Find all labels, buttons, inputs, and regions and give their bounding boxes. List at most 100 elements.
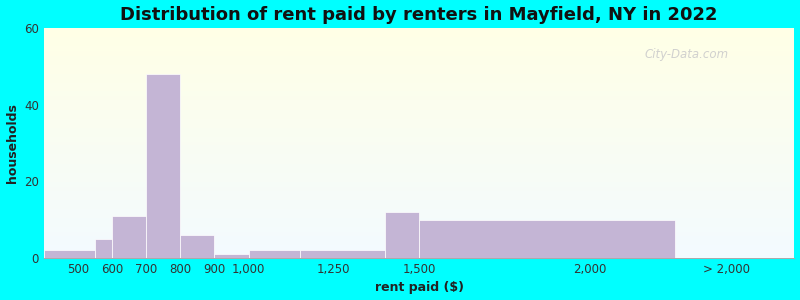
Bar: [44, 202, 794, 203]
Bar: [44, 64, 794, 65]
Bar: [44, 238, 794, 240]
Bar: [44, 206, 794, 207]
Bar: [44, 136, 794, 137]
Bar: [44, 195, 794, 196]
Bar: [44, 160, 794, 161]
Bar: [44, 225, 794, 226]
Bar: [44, 36, 794, 37]
Bar: [44, 161, 794, 163]
Bar: [44, 241, 794, 242]
Bar: [44, 164, 794, 165]
Bar: [44, 115, 794, 116]
Bar: [44, 243, 794, 244]
Bar: [44, 184, 794, 185]
Bar: [44, 62, 794, 64]
Bar: [44, 124, 794, 126]
Bar: [44, 28, 794, 29]
Bar: [44, 44, 794, 45]
Bar: [44, 144, 794, 145]
Bar: [44, 83, 794, 84]
Bar: [44, 190, 794, 191]
Bar: [44, 135, 794, 136]
Bar: [44, 107, 794, 108]
Bar: [44, 98, 794, 99]
Bar: [44, 97, 794, 98]
X-axis label: rent paid ($): rent paid ($): [374, 281, 464, 294]
Bar: [44, 73, 794, 74]
Bar: [44, 208, 794, 210]
Bar: [44, 103, 794, 104]
Bar: [44, 218, 794, 219]
Text: City-Data.com: City-Data.com: [644, 48, 729, 61]
Bar: [44, 143, 794, 144]
Bar: [44, 134, 794, 135]
Bar: [44, 217, 794, 218]
Bar: [44, 176, 794, 178]
Bar: [44, 58, 794, 59]
Bar: [44, 118, 794, 119]
Bar: [44, 85, 794, 87]
Bar: [44, 32, 794, 34]
Bar: [44, 213, 794, 214]
Bar: [44, 106, 794, 107]
Bar: [44, 236, 794, 237]
Bar: [44, 75, 794, 76]
Bar: [44, 182, 794, 183]
Bar: [44, 105, 794, 106]
Bar: [44, 142, 794, 143]
Bar: [44, 37, 794, 38]
Bar: [300, 250, 385, 258]
Bar: [44, 38, 794, 39]
Bar: [44, 57, 794, 58]
Bar: [44, 123, 794, 124]
Bar: [44, 91, 794, 92]
Bar: [44, 248, 794, 249]
Bar: [44, 126, 794, 127]
Bar: [44, 100, 794, 101]
Bar: [44, 66, 794, 67]
Bar: [44, 47, 794, 49]
Bar: [44, 166, 794, 167]
Bar: [44, 257, 794, 258]
Bar: [44, 43, 794, 44]
Bar: [44, 210, 794, 211]
Bar: [44, 137, 794, 138]
Bar: [44, 60, 794, 61]
Bar: [44, 174, 794, 175]
Bar: [44, 74, 794, 75]
Bar: [95, 239, 112, 258]
Bar: [44, 82, 794, 83]
Bar: [44, 251, 794, 252]
Bar: [44, 165, 794, 166]
Bar: [44, 113, 794, 114]
Bar: [44, 254, 794, 255]
Bar: [44, 188, 794, 189]
Bar: [44, 173, 794, 174]
Bar: [44, 92, 794, 94]
Bar: [44, 84, 794, 86]
Bar: [146, 74, 180, 258]
Bar: [44, 116, 794, 118]
Bar: [44, 197, 794, 198]
Bar: [44, 59, 794, 60]
Bar: [44, 130, 794, 131]
Bar: [44, 255, 794, 256]
Bar: [44, 148, 794, 149]
Bar: [44, 119, 794, 120]
Bar: [44, 114, 794, 115]
Bar: [44, 199, 794, 200]
Bar: [44, 181, 794, 182]
Bar: [44, 121, 794, 122]
Bar: [44, 250, 794, 251]
Bar: [44, 180, 794, 181]
Bar: [44, 112, 794, 113]
Bar: [44, 145, 794, 146]
Bar: [44, 68, 794, 69]
Bar: [44, 189, 794, 190]
Bar: [44, 187, 794, 188]
Bar: [44, 29, 794, 30]
Bar: [44, 56, 794, 57]
Bar: [44, 221, 794, 222]
Bar: [44, 77, 794, 79]
Bar: [44, 200, 794, 202]
